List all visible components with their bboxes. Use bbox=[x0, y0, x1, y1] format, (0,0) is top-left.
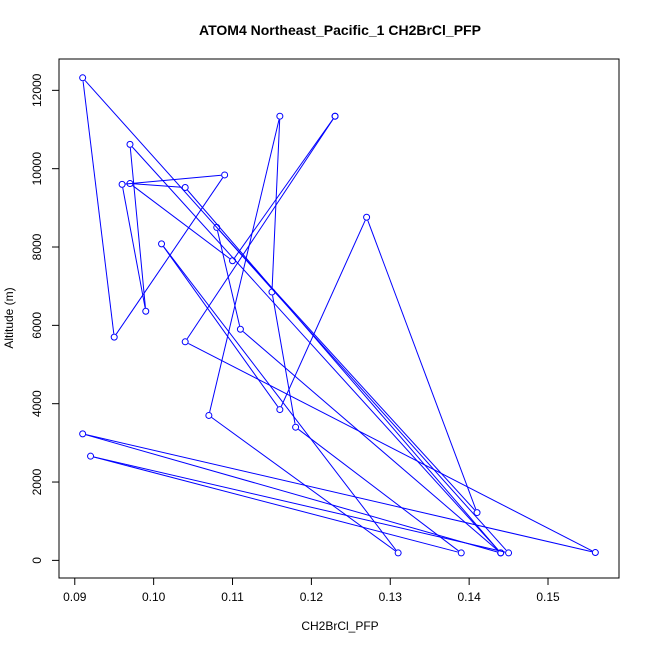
series-segment bbox=[132, 185, 231, 260]
series-segment bbox=[85, 434, 593, 553]
data-point bbox=[331, 112, 339, 120]
data-point bbox=[505, 549, 513, 557]
series-segment bbox=[188, 342, 593, 552]
data-point bbox=[110, 333, 118, 341]
series-segment bbox=[186, 118, 334, 340]
series-segment bbox=[93, 456, 458, 553]
series-points bbox=[79, 74, 599, 557]
x-tick-label: 0.12 bbox=[300, 590, 324, 604]
data-point bbox=[363, 213, 371, 221]
series-segment bbox=[211, 417, 396, 552]
series-segment bbox=[242, 331, 499, 552]
series-segment bbox=[187, 189, 499, 551]
series-segment bbox=[163, 246, 397, 551]
y-tick-label: 2000 bbox=[30, 468, 44, 495]
data-point bbox=[292, 423, 300, 431]
data-point bbox=[142, 307, 150, 315]
y-tick-label: 4000 bbox=[30, 390, 44, 417]
data-point bbox=[205, 411, 213, 419]
data-point bbox=[158, 240, 166, 248]
data-point bbox=[79, 74, 87, 82]
data-point bbox=[457, 549, 465, 557]
series-segment bbox=[82, 81, 115, 334]
data-point bbox=[79, 430, 87, 438]
data-point bbox=[181, 183, 189, 191]
data-point bbox=[126, 140, 134, 148]
data-point bbox=[87, 452, 95, 460]
series-segment bbox=[234, 118, 334, 259]
y-tick-label: 8000 bbox=[30, 233, 44, 260]
data-point bbox=[221, 171, 229, 179]
x-tick-label: 0.09 bbox=[63, 590, 87, 604]
series-segment bbox=[131, 146, 499, 551]
y-tick-label: 6000 bbox=[30, 312, 44, 339]
series-segment bbox=[163, 246, 279, 408]
x-axis: 0.09 0.10 0.11 0.12 0.13 0.14 0.15 bbox=[63, 577, 560, 604]
y-axis-label: Altitude (m) bbox=[2, 287, 16, 348]
x-tick-label: 0.14 bbox=[457, 590, 481, 604]
series-segment bbox=[271, 119, 281, 289]
data-point bbox=[591, 549, 599, 557]
data-point bbox=[497, 549, 505, 557]
data-point bbox=[213, 223, 221, 231]
data-point bbox=[236, 325, 244, 333]
data-point bbox=[276, 112, 284, 120]
series-segment bbox=[298, 428, 459, 552]
y-tick-label: 0 bbox=[30, 557, 44, 564]
data-point bbox=[473, 509, 481, 517]
series-segment bbox=[209, 119, 280, 413]
series-segment bbox=[367, 220, 477, 510]
data-point bbox=[268, 288, 276, 296]
data-point bbox=[276, 406, 284, 414]
y-tick-label: 12000 bbox=[30, 73, 44, 107]
data-point bbox=[126, 180, 134, 188]
data-point bbox=[229, 257, 237, 265]
chart-title: ATOM4 Northeast_Pacific_1 CH2BrCl_PFP bbox=[199, 22, 481, 38]
series-segment bbox=[93, 456, 506, 553]
y-axis: 0 2000 4000 6000 8000 10000 12000 bbox=[30, 73, 60, 564]
series-lines bbox=[82, 80, 593, 553]
series-segment bbox=[85, 434, 498, 553]
x-axis-label: CH2BrCl_PFP bbox=[301, 619, 378, 633]
data-point bbox=[118, 180, 126, 188]
x-tick-label: 0.10 bbox=[142, 590, 166, 604]
series-segment bbox=[133, 183, 182, 188]
series-segment bbox=[272, 295, 296, 424]
series-segment bbox=[129, 147, 146, 308]
data-point bbox=[181, 338, 189, 346]
x-tick-label: 0.15 bbox=[536, 590, 560, 604]
x-tick-label: 0.11 bbox=[221, 590, 244, 604]
x-tick-label: 0.13 bbox=[379, 590, 403, 604]
data-point bbox=[394, 549, 402, 557]
series-segment bbox=[280, 220, 366, 407]
y-tick-label: 10000 bbox=[30, 152, 44, 186]
series-segment bbox=[217, 230, 241, 326]
series-segment bbox=[115, 177, 224, 335]
series-segment bbox=[122, 187, 146, 308]
